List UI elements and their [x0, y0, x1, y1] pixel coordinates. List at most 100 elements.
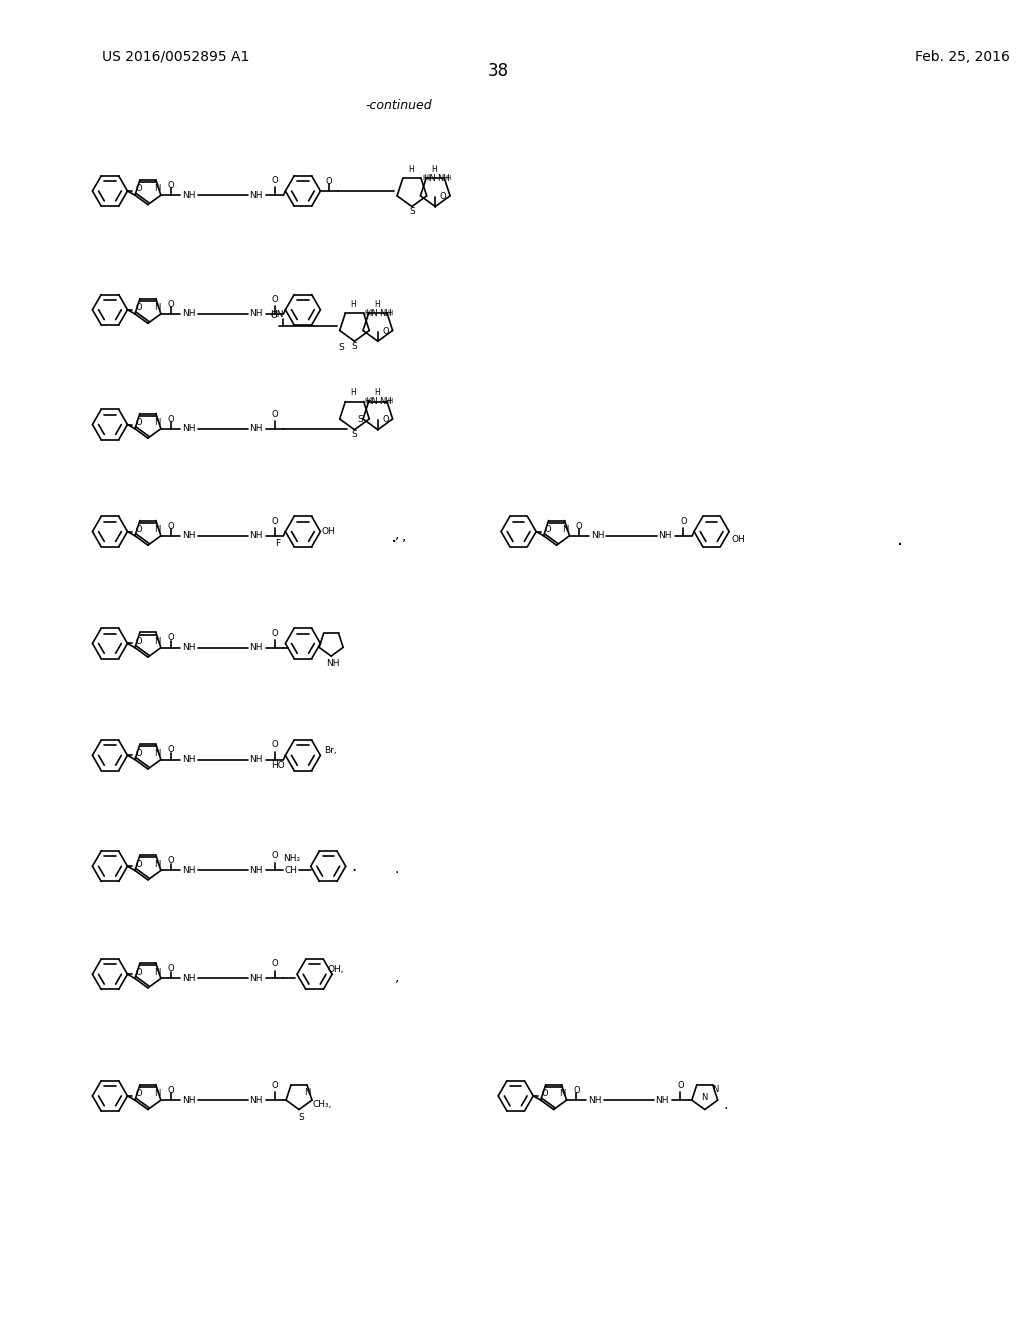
Text: N: N	[154, 417, 160, 426]
Text: O: O	[135, 748, 142, 758]
Text: Feb. 25, 2016: Feb. 25, 2016	[914, 50, 1010, 63]
Text: N: N	[304, 1088, 310, 1097]
Text: S: S	[351, 342, 357, 351]
Text: NH: NH	[250, 424, 263, 433]
Text: O: O	[382, 416, 389, 425]
Text: O: O	[135, 636, 142, 645]
Text: .: .	[723, 1098, 728, 1111]
Text: NH: NH	[182, 190, 196, 199]
Text: N: N	[154, 525, 160, 533]
Text: NH: NH	[591, 531, 604, 540]
Text: HN: HN	[270, 309, 284, 318]
Text: S: S	[351, 430, 357, 440]
Text: O: O	[680, 516, 687, 525]
Text: NH: NH	[250, 190, 263, 199]
Text: O: O	[167, 300, 174, 309]
Text: NH: NH	[379, 397, 392, 407]
Text: 38: 38	[487, 62, 509, 81]
Text: NH: NH	[588, 1096, 601, 1105]
Text: N: N	[701, 1093, 708, 1102]
Text: .: .	[391, 527, 397, 546]
Text: O: O	[167, 521, 174, 531]
Text: NH: NH	[182, 309, 196, 318]
Text: HN: HN	[366, 397, 379, 407]
Text: N: N	[559, 1089, 566, 1098]
Text: NH: NH	[250, 974, 263, 983]
Text: H: H	[365, 310, 370, 315]
Text: O: O	[167, 414, 174, 424]
Text: US 2016/0052895 A1: US 2016/0052895 A1	[102, 50, 250, 63]
Text: N: N	[154, 859, 160, 869]
Text: HN: HN	[366, 309, 379, 318]
Text: CH: CH	[285, 866, 298, 875]
Text: NH: NH	[182, 755, 196, 764]
Text: .: .	[897, 529, 903, 549]
Text: S: S	[298, 1113, 304, 1122]
Text: HN: HN	[423, 174, 436, 183]
Text: O: O	[271, 851, 278, 861]
Text: O: O	[135, 968, 142, 977]
Text: H: H	[431, 165, 437, 174]
Text: O: O	[326, 177, 333, 186]
Text: O: O	[167, 746, 174, 754]
Text: HO: HO	[270, 760, 285, 770]
Text: O: O	[167, 634, 174, 643]
Text: H: H	[374, 300, 380, 309]
Text: NH: NH	[250, 1096, 263, 1105]
Text: H: H	[388, 399, 393, 404]
Text: Br,: Br,	[324, 746, 337, 755]
Text: N: N	[154, 304, 160, 312]
Text: H: H	[388, 310, 393, 315]
Text: NH: NH	[182, 424, 196, 433]
Text: O: O	[135, 304, 142, 312]
Text: H: H	[365, 399, 370, 404]
Text: S: S	[357, 414, 364, 424]
Text: O: O	[382, 327, 389, 337]
Text: N: N	[154, 748, 160, 758]
Text: S: S	[409, 207, 415, 216]
Text: H: H	[350, 388, 356, 397]
Text: H: H	[408, 165, 414, 174]
Text: O: O	[270, 312, 278, 321]
Text: NH: NH	[327, 660, 340, 668]
Text: O: O	[167, 1086, 174, 1094]
Text: N: N	[562, 525, 568, 533]
Text: NH: NH	[379, 309, 392, 318]
Text: ,: ,	[395, 970, 399, 985]
Text: N: N	[154, 185, 160, 193]
Text: N: N	[154, 968, 160, 977]
Text: O: O	[167, 965, 174, 973]
Text: NH₂: NH₂	[283, 854, 300, 863]
Text: O: O	[271, 960, 278, 969]
Text: H: H	[374, 388, 380, 397]
Text: N: N	[713, 1085, 719, 1094]
Text: S: S	[338, 343, 344, 351]
Text: O: O	[271, 294, 278, 304]
Text: -continued: -continued	[366, 99, 432, 112]
Text: NH: NH	[250, 643, 263, 652]
Text: NH: NH	[436, 174, 450, 183]
Text: OH: OH	[322, 527, 335, 536]
Text: NH: NH	[250, 309, 263, 318]
Text: O: O	[135, 1089, 142, 1098]
Text: O: O	[439, 193, 446, 202]
Text: O: O	[575, 521, 583, 531]
Text: NH: NH	[182, 866, 196, 875]
Text: NH: NH	[182, 1096, 196, 1105]
Text: O: O	[135, 525, 142, 533]
Text: H: H	[445, 176, 451, 181]
Text: NH: NH	[250, 866, 263, 875]
Text: ,: ,	[401, 529, 406, 544]
Text: ,: ,	[395, 528, 399, 541]
Text: NH: NH	[655, 1096, 669, 1105]
Text: O: O	[135, 185, 142, 193]
Text: NH: NH	[182, 531, 196, 540]
Text: CH₃,: CH₃,	[312, 1101, 332, 1110]
Text: NH: NH	[250, 531, 263, 540]
Text: O: O	[271, 1081, 278, 1090]
Text: O: O	[573, 1086, 580, 1094]
Text: O: O	[271, 409, 278, 418]
Text: F: F	[275, 539, 281, 548]
Text: N: N	[154, 636, 160, 645]
Text: H: H	[350, 300, 356, 309]
